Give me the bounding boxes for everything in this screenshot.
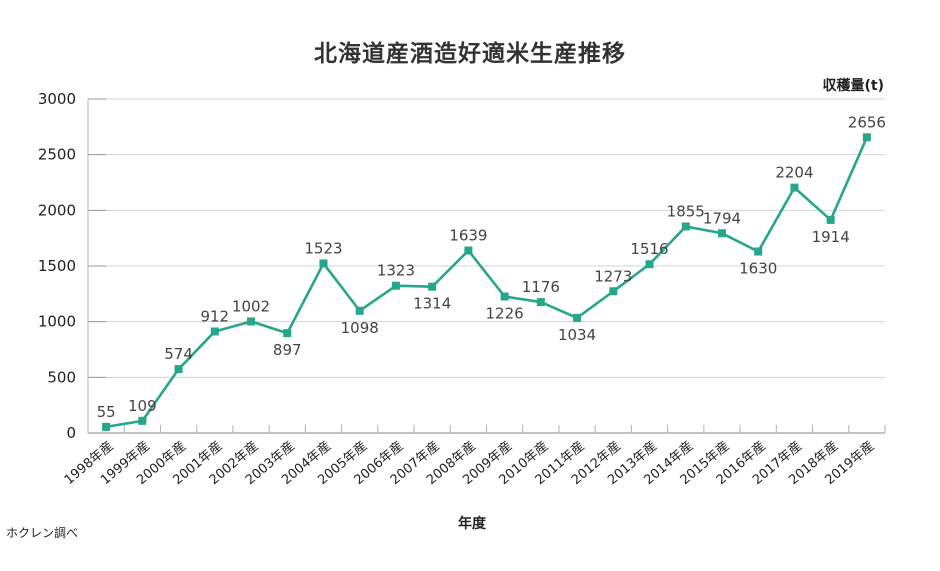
data-label: 1034 (558, 326, 596, 344)
chart-title: 北海道産酒造好適米生産推移 (314, 41, 626, 67)
data-label: 1855 (667, 202, 705, 220)
data-point-marker (609, 287, 618, 296)
series-line (105, 136, 869, 429)
data-point-marker (247, 317, 256, 326)
data-label: 2204 (775, 164, 813, 182)
data-point-marker (536, 298, 545, 307)
y-tick-label: 1000 (38, 313, 76, 331)
data-point-marker (681, 222, 690, 231)
data-label: 1914 (812, 228, 850, 246)
data-point-marker (790, 183, 799, 192)
data-label: 1630 (739, 260, 777, 278)
x-axis-label: 年度 (458, 516, 486, 532)
data-label: 1523 (304, 239, 342, 257)
y-axis-unit-label: 収穫量(t) (822, 78, 885, 94)
data-label: 912 (200, 307, 229, 325)
data-label: 574 (164, 345, 193, 363)
data-label: 109 (128, 397, 157, 415)
data-point-marker (138, 416, 147, 425)
data-point-marker (826, 215, 835, 224)
y-tick-label: 500 (47, 368, 76, 386)
data-point-marker (283, 329, 292, 338)
data-label: 1176 (522, 278, 560, 296)
data-label: 55 (97, 403, 116, 421)
data-label: 1794 (703, 209, 741, 227)
y-tick-label: 0 (66, 424, 76, 442)
data-point-marker (319, 259, 328, 268)
data-label: 2656 (848, 113, 886, 131)
data-point-marker (573, 313, 582, 322)
data-point-marker (717, 229, 726, 238)
data-label: 1273 (594, 267, 632, 285)
data-point-marker (174, 365, 183, 374)
data-point-marker (391, 281, 400, 290)
source-note: ホクレン調べ (6, 526, 79, 540)
data-point-marker (102, 422, 111, 431)
data-label: 1314 (413, 295, 451, 313)
y-tick-label: 1500 (38, 257, 76, 275)
data-label: 1002 (232, 297, 270, 315)
data-label: 1639 (449, 227, 487, 245)
y-tick-label: 2500 (38, 146, 76, 164)
data-point-marker (500, 292, 509, 301)
y-tick-label: 2000 (38, 201, 76, 219)
data-point-marker (754, 247, 763, 256)
data-label: 1323 (377, 262, 415, 280)
data-label: 1516 (630, 240, 668, 258)
data-label: 1098 (341, 319, 379, 337)
data-point-marker (645, 260, 654, 269)
y-tick-label: 3000 (38, 90, 76, 108)
data-label: 1226 (486, 305, 524, 323)
data-point-marker (428, 282, 437, 291)
data-point-marker (355, 306, 364, 315)
data-point-marker (210, 327, 219, 336)
data-point-marker (464, 246, 473, 255)
data-label: 897 (273, 341, 302, 359)
data-point-marker (862, 133, 871, 142)
